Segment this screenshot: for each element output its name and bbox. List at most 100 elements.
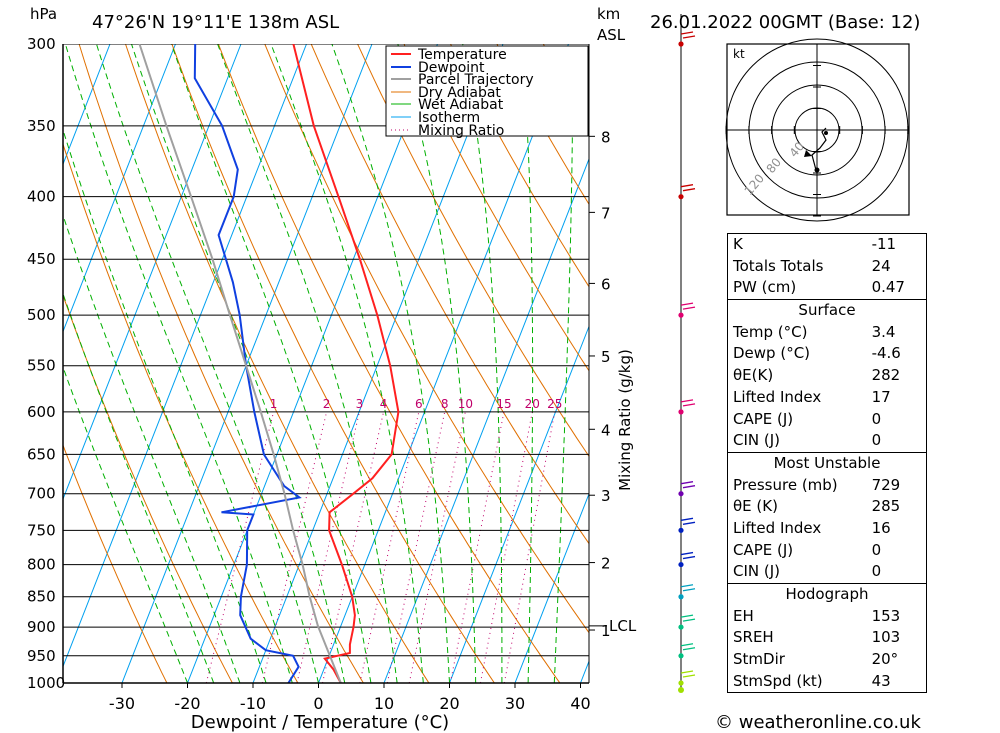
temp-tick-label: 10 xyxy=(374,694,394,713)
pressure-tick-label: 750 xyxy=(27,521,56,539)
hodo-stmdir-value: 20° xyxy=(871,650,899,669)
mixing-ratio-line xyxy=(408,411,466,683)
wind-barb xyxy=(682,555,696,560)
index-k-label: K xyxy=(733,235,743,253)
index-row: SREH 103 xyxy=(728,627,926,649)
wind-barb xyxy=(680,614,694,618)
km-tick-label: 3 xyxy=(601,487,611,505)
surface-block: Surface Temp (°C) 3.4 Dewp (°C) -4.6 θE(K)… xyxy=(727,299,927,452)
mixing-ratio-label: 3 xyxy=(356,397,364,411)
pressure-unit-label: hPa xyxy=(30,5,57,23)
hodograph-unit-label: kt xyxy=(733,47,745,61)
wind-barb xyxy=(680,399,694,403)
wind-profile xyxy=(678,14,696,693)
index-row: Totals Totals 24 xyxy=(728,256,926,278)
surface-cape-label: CAPE (J) xyxy=(733,409,794,428)
legend: Temperature Dewpoint Parcel Trajectory D… xyxy=(385,45,589,139)
dry-adiabat-line xyxy=(171,44,495,683)
mixing-ratio-label: 25 xyxy=(547,397,562,411)
parcel-trajectory-curve xyxy=(138,44,342,683)
mu-cape-value: 0 xyxy=(871,540,882,559)
asl-label: ASL xyxy=(597,26,626,44)
isotherm-line xyxy=(187,44,438,683)
pressure-tick-label: 350 xyxy=(27,117,56,135)
index-row: StmDir 20° xyxy=(728,649,926,671)
pressure-tick-label: 500 xyxy=(27,306,56,324)
wind-barb xyxy=(682,35,696,39)
mixing-ratio-label: 15 xyxy=(496,397,511,411)
hodograph-title: Hodograph xyxy=(785,585,869,603)
pressure-tick-label: 850 xyxy=(27,588,56,606)
wet-adiabat-line xyxy=(64,44,293,683)
wind-level-dot xyxy=(678,561,684,568)
hodograph-trace xyxy=(811,127,827,171)
wind-barb xyxy=(682,674,696,678)
isotherm-line xyxy=(63,44,307,668)
mu-thetae-label: θE (K) xyxy=(733,497,778,516)
wind-barb xyxy=(680,670,694,674)
hodo-eh-value: 153 xyxy=(871,606,901,625)
pressure-tick-label: 800 xyxy=(27,556,56,574)
isotherm-line xyxy=(63,44,176,333)
surface-temp-label: Temp (°C) xyxy=(733,322,808,341)
wind-surface-dot xyxy=(678,687,684,693)
index-pw-value: 0.47 xyxy=(871,278,905,297)
storm-motion-arrow-icon xyxy=(804,150,812,157)
pressure-tick-label: 1000 xyxy=(27,674,65,692)
hodo-stmdir-label: StmDir xyxy=(733,650,785,669)
mixing-ratio-label: 20 xyxy=(525,397,540,411)
temp-tick-label: 30 xyxy=(505,694,525,713)
wind-barb xyxy=(682,306,696,310)
wind-barb xyxy=(680,31,694,35)
mixing-ratio-line xyxy=(386,411,446,683)
wind-level-dot xyxy=(678,409,684,415)
surface-temp-value: 3.4 xyxy=(871,322,896,341)
copyright-footer: © weatheronline.co.uk xyxy=(715,712,921,733)
hodograph-point xyxy=(814,167,820,173)
surface-dewp-label: Dewp (°C) xyxy=(733,344,811,363)
surface-cin-value: 0 xyxy=(871,431,882,450)
dry-adiabat-line xyxy=(63,443,168,683)
mu-cin-label: CIN (J) xyxy=(733,562,781,581)
index-row: PW (cm) 0.47 xyxy=(728,277,926,299)
index-tt-value: 24 xyxy=(871,256,891,275)
hodo-sreh-label: SREH xyxy=(733,628,774,647)
hodograph-block: Hodograph EH 153 SREH 103 StmDir 20° StmSpd… xyxy=(727,583,927,694)
surface-cin-label: CIN (J) xyxy=(733,431,781,450)
isotherm-line xyxy=(63,44,111,166)
index-row: Dewp (°C) -4.6 xyxy=(728,343,926,365)
wet-adiabat-line xyxy=(331,44,450,683)
surface-title: Surface xyxy=(798,301,856,320)
wind-barb xyxy=(682,403,696,407)
wind-level-dot xyxy=(678,491,684,497)
surface-li-value: 17 xyxy=(871,387,891,406)
temp-tick-label: 20 xyxy=(439,694,459,713)
hodo-sreh-value: 103 xyxy=(871,628,901,647)
pressure-tick-label: 950 xyxy=(27,647,56,665)
wind-level-dot xyxy=(678,194,684,200)
surface-dewp-value: -4.6 xyxy=(871,344,901,363)
mu-cape-label: CAPE (J) xyxy=(733,540,794,559)
index-row: θE (K) 285 xyxy=(728,496,926,518)
wind-level-dot xyxy=(678,653,684,659)
surface-thetae-label: θE(K) xyxy=(733,366,774,385)
pressure-tick-label: 600 xyxy=(27,403,56,421)
km-tick-label: 7 xyxy=(601,204,611,222)
wet-adiabat-line xyxy=(553,44,574,683)
km-tick-label: 2 xyxy=(601,555,611,573)
mixing-ratio-line xyxy=(503,411,556,683)
wet-adiabat-line xyxy=(96,44,319,683)
wet-adiabat-line xyxy=(63,365,188,683)
wet-adiabat-line xyxy=(462,44,503,683)
pressure-tick-label: 450 xyxy=(27,250,56,268)
temp-tick-label: 0 xyxy=(313,694,323,713)
most-unstable-block: Most Unstable Pressure (mb) 729 θE (K) 285… xyxy=(727,451,927,583)
wet-adiabat-line xyxy=(63,128,267,683)
index-row: EH 153 xyxy=(728,606,926,628)
datetime-title: 26.01.2022 00GMT (Base: 12) xyxy=(650,12,920,33)
wind-barb xyxy=(680,302,694,306)
index-tt-label: Totals Totals xyxy=(733,256,824,275)
temp-tick-label: -20 xyxy=(174,694,200,713)
